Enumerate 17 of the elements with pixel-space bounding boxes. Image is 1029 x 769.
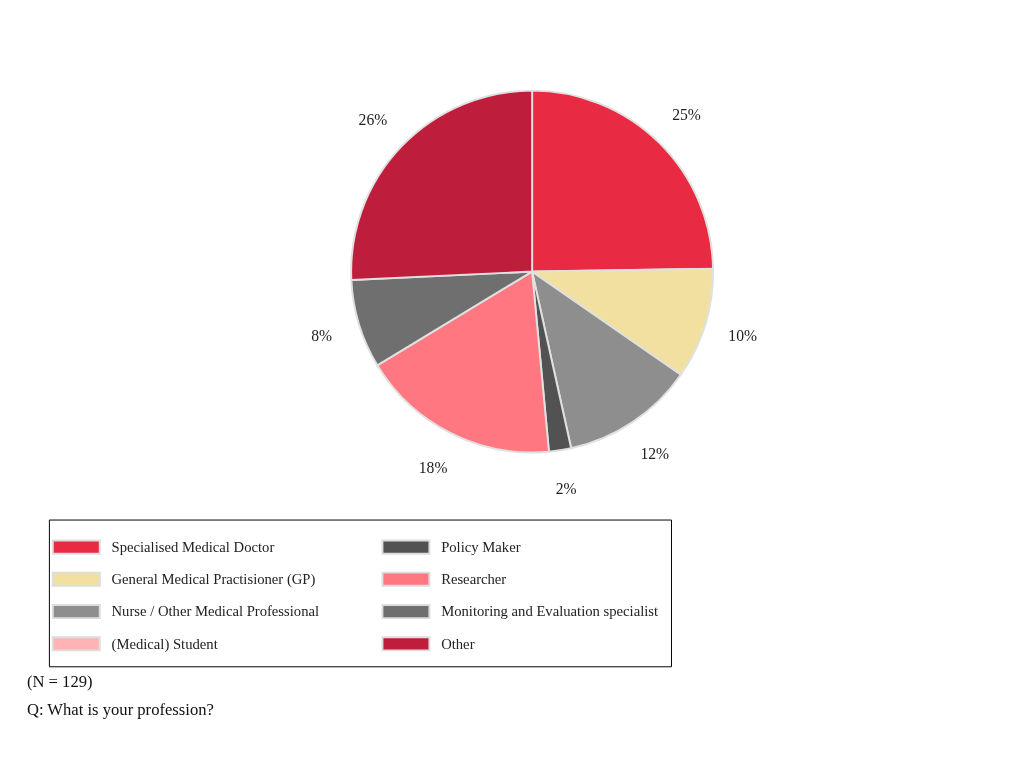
legend-label: General Medical Practisioner (GP) [111,571,316,589]
legend-label: Policy Maker [441,538,521,555]
data-label: 2% [555,479,577,497]
data-label: 26% [358,110,388,128]
text: Q: What is your profession? [26,699,214,719]
legend-label: (Medical) Student [111,635,218,653]
legend-label: Other [441,635,475,652]
data-label: 8% [311,326,332,344]
legend-label: Nurse / Other Medical Professional [111,603,320,620]
legend-label: Monitoring and Evaluation specialist [441,603,659,620]
legend-label: Specialised Medical Doctor [111,538,275,555]
data-label: 10% [728,326,757,344]
data-label: 12% [640,445,670,463]
legend-label: Researcher [441,571,507,588]
text: (N = 129) [26,672,93,692]
data-label: 18% [418,459,448,477]
data-label: 25% [672,105,701,123]
